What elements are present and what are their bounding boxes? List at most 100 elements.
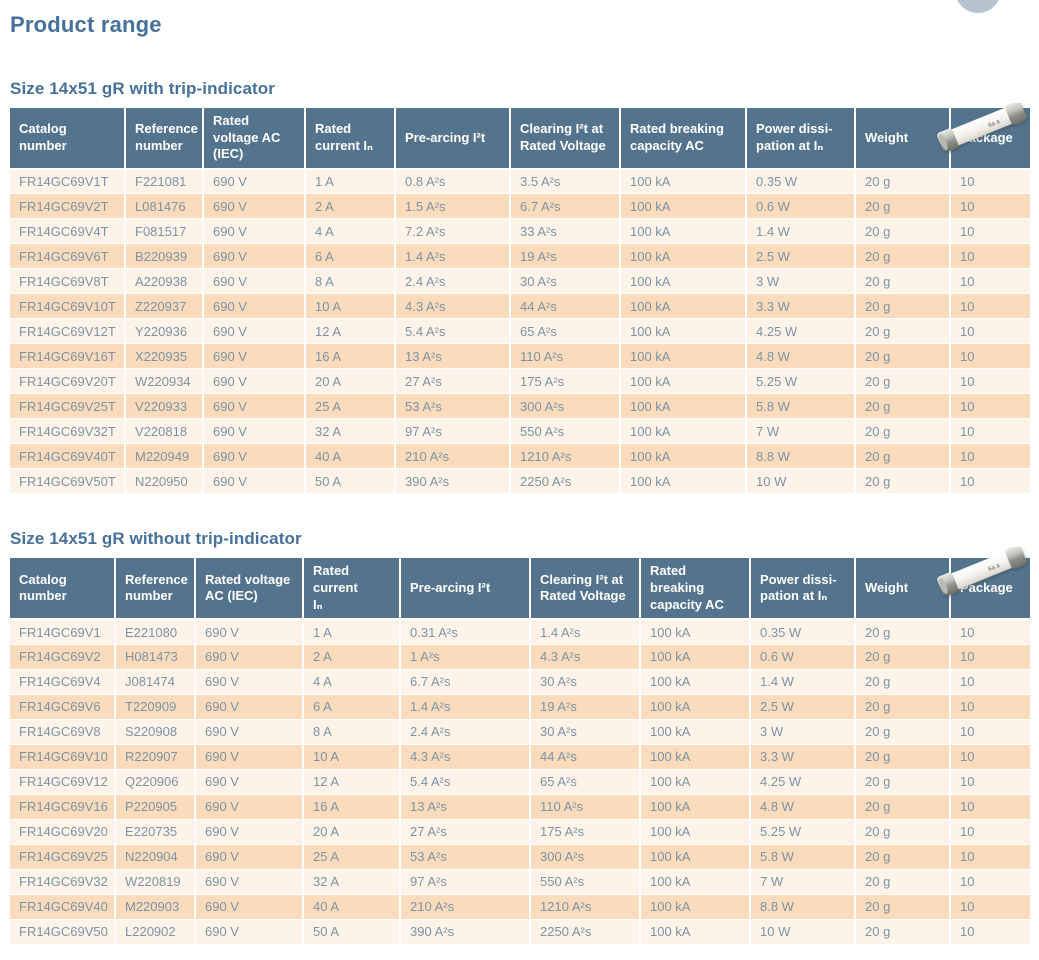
table-cell: 690 V — [203, 243, 306, 270]
table-cell: 100 kA — [620, 318, 747, 345]
table-cell: 390 A²s — [395, 468, 511, 495]
table-row: FR14GC69V10T Z220937 690 V 10 A 4.3 A²s 44 A²… — [10, 293, 1030, 320]
section-without-trip-indicator: Size 14x51 gR without trip-indicator 6a … — [10, 529, 1030, 945]
table-row: FR14GC69V20T W220934 690 V 20 A 27 A²s 175 A²… — [10, 368, 1030, 395]
table-cell: FR14GC69V1T — [10, 168, 126, 195]
table-cell: 44 A²s — [530, 744, 641, 770]
table-cell: 1.4 W — [750, 669, 856, 695]
table-cell: F081517 — [125, 218, 204, 245]
table-cell: 690 V — [203, 468, 306, 495]
table-cell: P220905 — [115, 794, 196, 820]
table-row: FR14GC69V40 M220903 690 V 40 A 210 A²s 1210 A… — [10, 894, 1030, 920]
table-cell: 1.4 A²s — [400, 694, 531, 720]
table-cell: 4.3 A²s — [400, 744, 531, 770]
table-cell: 25 A — [303, 844, 401, 870]
table-cell: 40 A — [303, 894, 401, 920]
column-header: Rated current Iₙ — [305, 108, 396, 170]
table-cell: 12 A — [305, 318, 396, 345]
table-cell: 100 kA — [640, 894, 751, 920]
table-cell: FR14GC69V6T — [10, 243, 126, 270]
table-cell: 20 g — [855, 644, 951, 670]
table-cell: 33 A²s — [510, 218, 621, 245]
table-cell: 65 A²s — [530, 769, 641, 795]
table-cell: FR14GC69V25 — [10, 844, 116, 870]
table-cell: 0.35 W — [746, 168, 856, 195]
table-cell: 690 V — [195, 819, 304, 845]
table-cell: Q220906 — [115, 769, 196, 795]
table-cell: 690 V — [195, 869, 304, 895]
table-cell: 8 A — [305, 268, 396, 295]
fuse-photo-icon: 6a a — [937, 547, 1027, 596]
table-cell: W220934 — [125, 368, 204, 395]
table-cell: 5.25 W — [750, 819, 856, 845]
table-cell: 10 A — [305, 293, 396, 320]
table-cell: 8.8 W — [750, 894, 856, 920]
table-cell: 10 — [950, 368, 1030, 395]
table-cell: FR14GC69V40T — [10, 443, 126, 470]
table-cell: 20 g — [855, 168, 951, 195]
table-cell: 690 V — [195, 744, 304, 770]
table-cell: 100 kA — [640, 869, 751, 895]
table-cell: 10 — [950, 468, 1030, 495]
table-cell: 10 — [950, 243, 1030, 270]
column-header: Rated voltage AC (IEC) — [195, 558, 304, 621]
table-cell: 10 — [950, 293, 1030, 320]
table-cell: E221080 — [115, 619, 196, 645]
table-cell: H081473 — [115, 644, 196, 670]
table-cell: 10 — [950, 894, 1030, 920]
table-row: FR14GC69V40T M220949 690 V 40 A 210 A²s 1210 … — [10, 443, 1030, 470]
table-cell: 690 V — [203, 218, 306, 245]
table-cell: 10 — [950, 619, 1030, 645]
column-header: Reference number — [115, 558, 196, 621]
table-cell: 2 A — [303, 644, 401, 670]
table-cell: 690 V — [195, 619, 304, 645]
table-cell: 20 g — [855, 844, 951, 870]
table-cell: 97 A²s — [400, 869, 531, 895]
table-cell: 44 A²s — [510, 293, 621, 320]
table-cell: E220735 — [115, 819, 196, 845]
table-cell: L081476 — [125, 193, 204, 220]
corner-circle-decoration — [955, 0, 1001, 13]
table-cell: 100 kA — [640, 644, 751, 670]
table-cell: 30 A²s — [530, 669, 641, 695]
table-cell: 10 — [950, 719, 1030, 745]
table-header-row: Catalog number Reference number Rated volt… — [10, 108, 1030, 170]
table-cell: 4 A — [305, 218, 396, 245]
table-cell: 5.8 W — [746, 393, 856, 420]
table-cell: 20 g — [855, 443, 951, 470]
table-row: FR14GC69V50 L220902 690 V 50 A 390 A²s 2250 A… — [10, 919, 1030, 945]
table-cell: FR14GC69V10T — [10, 293, 126, 320]
table-cell: 100 kA — [620, 243, 747, 270]
table-cell: 10 W — [750, 919, 856, 945]
table-cell: FR14GC69V20T — [10, 368, 126, 395]
table-cell: FR14GC69V50T — [10, 468, 126, 495]
table-cell: 3.3 W — [746, 293, 856, 320]
table-cell: 5.4 A²s — [400, 769, 531, 795]
table-cell: N220950 — [125, 468, 204, 495]
column-header: Rated current Iₙ — [303, 558, 401, 621]
table-cell: FR14GC69V1 — [10, 619, 116, 645]
table-cell: 20 g — [855, 393, 951, 420]
table-cell: J081474 — [115, 669, 196, 695]
table-cell: 550 A²s — [530, 869, 641, 895]
table-cell: V220818 — [125, 418, 204, 445]
table-cell: 690 V — [203, 318, 306, 345]
table-cell: 690 V — [203, 168, 306, 195]
table-cell: 10 — [950, 168, 1030, 195]
table-cell: 3.5 A²s — [510, 168, 621, 195]
table-cell: 20 g — [855, 368, 951, 395]
table-cell: 32 A — [303, 869, 401, 895]
table-cell: 0.8 A²s — [395, 168, 511, 195]
table-cell: 7 W — [746, 418, 856, 445]
table-cell: 4.25 W — [746, 318, 856, 345]
table-cell: 1210 A²s — [530, 894, 641, 920]
table-cell: 690 V — [195, 769, 304, 795]
table-cell: 7 W — [750, 869, 856, 895]
table-cell: 16 A — [303, 794, 401, 820]
table-cell: 690 V — [203, 293, 306, 320]
table-cell: 1.5 A²s — [395, 193, 511, 220]
table-cell: 390 A²s — [400, 919, 531, 945]
